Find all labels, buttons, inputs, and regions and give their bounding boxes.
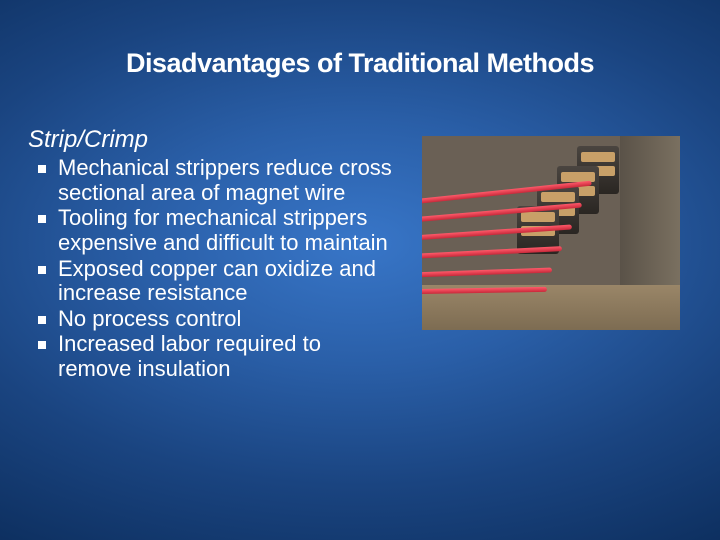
bullet-item: No process control <box>28 307 398 332</box>
bullet-list: Mechanical strippers reduce cross sectio… <box>28 156 398 382</box>
wire-crimp-photo <box>422 136 680 330</box>
slide-title: Disadvantages of Traditional Methods <box>0 48 720 79</box>
bullet-marker-icon <box>38 266 46 274</box>
bullet-marker-icon <box>38 215 46 223</box>
bullet-item: Exposed copper can oxidize and increase … <box>28 257 398 306</box>
wire-icon <box>422 268 552 278</box>
bullet-text: Tooling for mechanical strippers expensi… <box>58 205 388 255</box>
bullet-marker-icon <box>38 341 46 349</box>
bullet-marker-icon <box>38 165 46 173</box>
content-area: Strip/Crimp Mechanical strippers reduce … <box>28 126 398 383</box>
bullet-text: Increased labor required to remove insul… <box>58 331 321 381</box>
bullet-text: Exposed copper can oxidize and increase … <box>58 256 376 306</box>
bullet-item: Mechanical strippers reduce cross sectio… <box>28 156 398 205</box>
bullet-item: Tooling for mechanical strippers expensi… <box>28 206 398 255</box>
bullet-item: Increased labor required to remove insul… <box>28 332 398 381</box>
bullet-text: No process control <box>58 306 241 331</box>
photo-background-panel <box>620 136 680 286</box>
subheading: Strip/Crimp <box>28 126 398 154</box>
slide: Disadvantages of Traditional Methods Str… <box>0 0 720 540</box>
bullet-text: Mechanical strippers reduce cross sectio… <box>58 155 392 205</box>
bullet-marker-icon <box>38 316 46 324</box>
